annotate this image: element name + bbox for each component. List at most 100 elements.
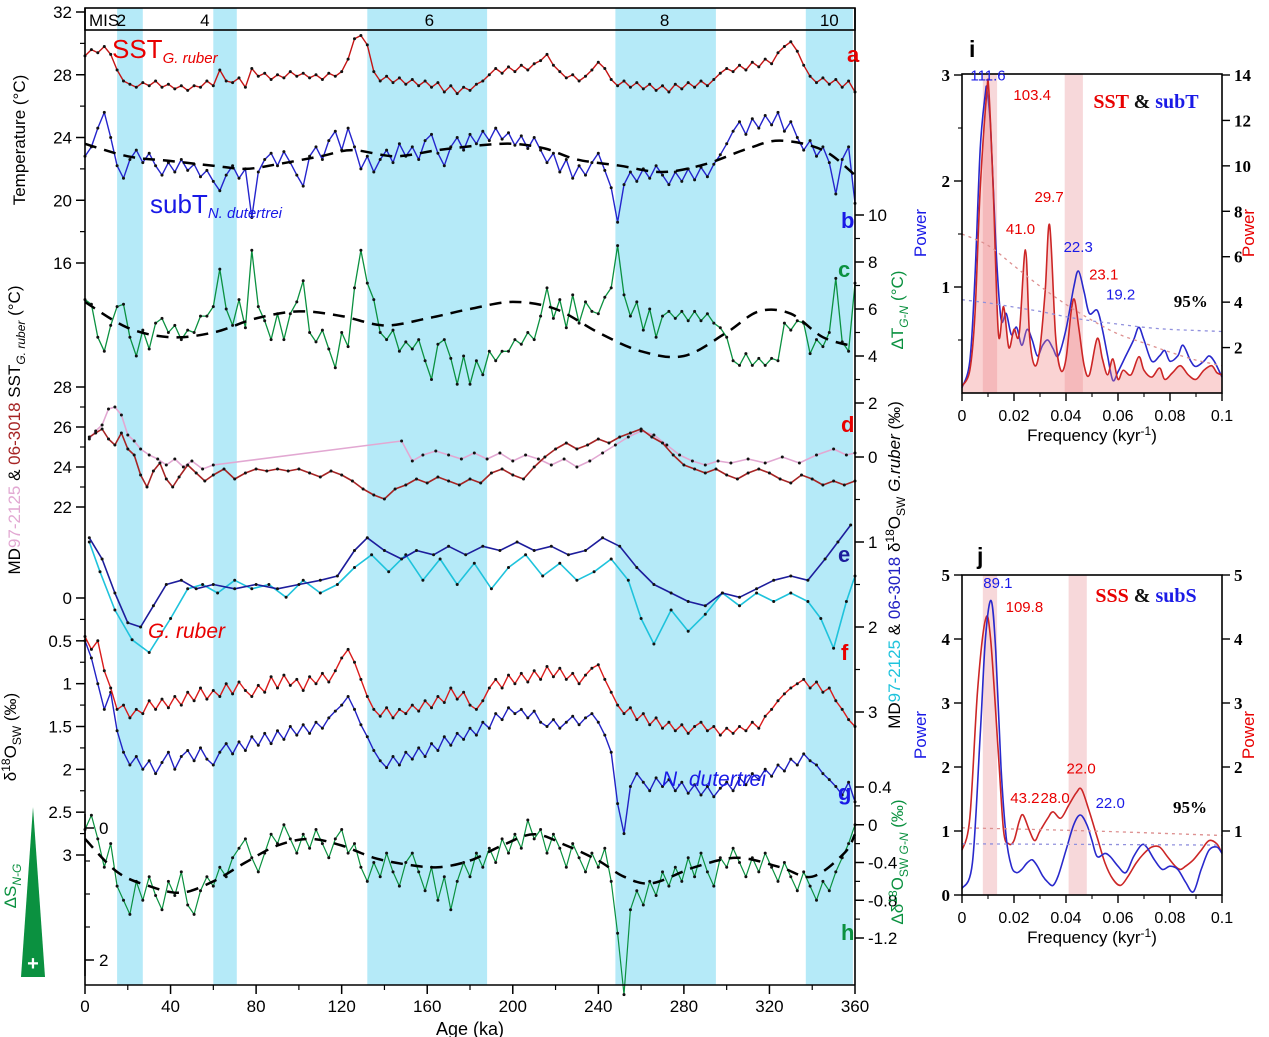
data-point	[545, 851, 549, 855]
data-point	[776, 110, 780, 114]
data-point	[113, 591, 117, 595]
data-point	[102, 669, 106, 673]
data-point	[686, 791, 690, 795]
data-point	[609, 186, 613, 190]
data-point	[269, 151, 273, 155]
data-point	[436, 475, 440, 479]
panel-letter-d: d	[841, 412, 854, 437]
data-point	[738, 595, 741, 599]
data-point	[243, 326, 247, 330]
data-point	[340, 656, 344, 660]
data-point	[378, 875, 382, 879]
data-point	[669, 608, 673, 612]
data-point	[250, 216, 254, 219]
data-point	[231, 323, 235, 327]
spectrum-title-j: SSS & subS	[1095, 585, 1196, 607]
data-point	[109, 323, 113, 327]
data-point	[301, 689, 305, 692]
data-point	[353, 566, 356, 569]
panel-letter-a: a	[847, 42, 860, 67]
data-point	[592, 570, 596, 574]
data-point	[455, 382, 459, 386]
data-point	[370, 553, 374, 557]
data-point	[770, 62, 774, 66]
data-point	[141, 328, 145, 332]
data-point	[391, 328, 395, 332]
data-point	[434, 449, 438, 453]
data-point	[455, 136, 459, 139]
data-point	[800, 473, 803, 477]
data-point	[359, 865, 363, 869]
data-point	[536, 457, 540, 461]
data-point	[487, 686, 491, 690]
data-point	[468, 726, 472, 730]
data-point	[584, 716, 587, 720]
data-point	[757, 726, 761, 730]
data-point	[487, 73, 491, 77]
freq-tick-label: 0.04	[1050, 910, 1081, 927]
freq-tick-label: 0.08	[1154, 910, 1185, 927]
data-point	[472, 561, 476, 565]
data-point	[738, 604, 741, 608]
data-point	[513, 682, 517, 686]
data-point	[673, 789, 677, 793]
data-point	[164, 463, 168, 467]
data-point	[276, 467, 279, 471]
data-point	[94, 431, 98, 435]
data-point	[346, 345, 350, 349]
data-point	[735, 477, 739, 481]
data-point	[128, 82, 132, 86]
data-point	[808, 139, 812, 143]
data-point	[353, 549, 356, 552]
power-tick-label-left: 1	[942, 278, 951, 297]
axis-title-o18f_t: δ18OSW (‰)	[0, 693, 24, 781]
y-tick-label: 1	[868, 533, 877, 552]
data-point	[489, 587, 493, 591]
data-point	[763, 461, 767, 465]
series-a_SST	[83, 34, 857, 96]
data-point	[404, 750, 408, 754]
data-point	[179, 703, 183, 707]
y-tick-label: 2	[868, 394, 877, 413]
data-point	[558, 298, 562, 302]
data-point	[361, 487, 365, 491]
data-point	[224, 682, 228, 686]
data-point	[731, 359, 735, 363]
data-point	[596, 865, 600, 869]
data-point	[564, 720, 568, 724]
data-point	[500, 137, 504, 141]
data-point	[267, 583, 271, 586]
power-tick-label-right: 3	[1234, 694, 1243, 713]
data-point	[558, 561, 562, 565]
data-point	[654, 716, 658, 720]
data-point	[616, 220, 620, 224]
data-point	[109, 52, 113, 56]
x-tick-label: 360	[841, 997, 869, 1016]
data-point	[815, 338, 818, 342]
data-point	[699, 79, 703, 83]
data-point	[725, 335, 729, 339]
x-tick-label: 80	[247, 997, 266, 1016]
data-point	[314, 145, 318, 149]
y-tick-label: 28	[53, 66, 72, 85]
data-point	[372, 170, 376, 174]
data-point	[782, 45, 786, 48]
data-point	[393, 487, 397, 491]
data-point	[763, 114, 767, 117]
y-tick-label: 3	[63, 846, 72, 865]
data-point	[96, 682, 100, 686]
y-tick-label: 10	[868, 206, 887, 225]
data-point	[750, 363, 754, 367]
data-point	[577, 164, 581, 168]
data-point	[840, 158, 844, 161]
data-point	[359, 677, 363, 681]
data-point	[318, 578, 322, 582]
data-point	[718, 71, 722, 75]
data-point	[680, 780, 684, 784]
data-point	[519, 134, 523, 138]
data-point	[699, 851, 703, 855]
data-point	[346, 851, 350, 855]
data-point	[519, 846, 523, 850]
data-point	[436, 695, 440, 698]
